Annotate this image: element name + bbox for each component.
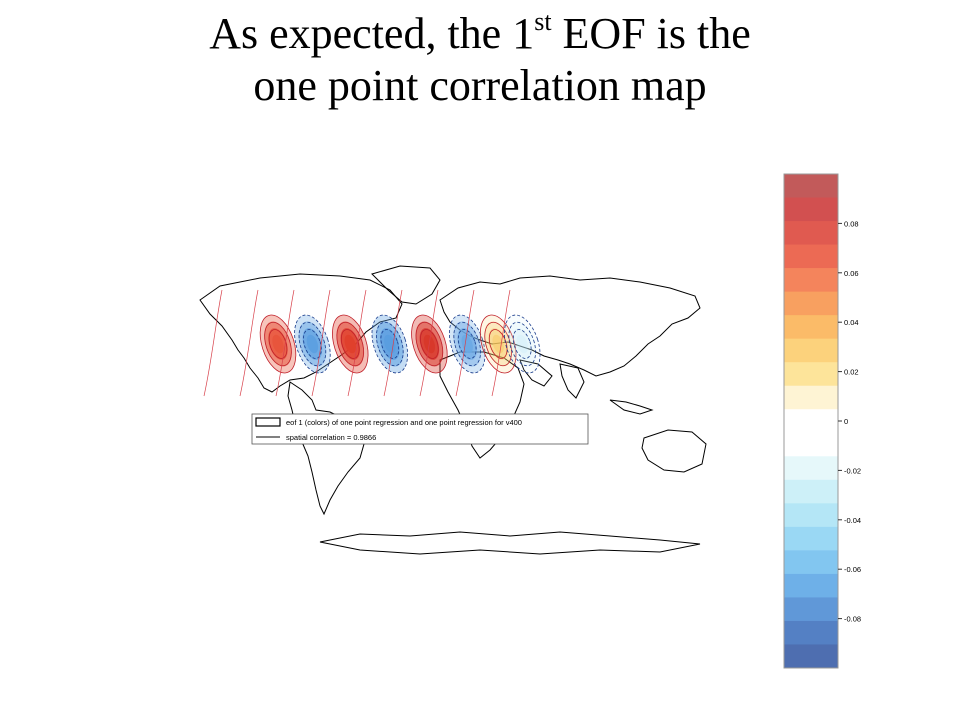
anomaly-shading <box>344 334 356 354</box>
colorbar-ticks: 0.08 0.06 0.04 0.02 0 -0.02 -0.04 -0.06 -0.08 <box>838 219 861 624</box>
colorbar-band <box>784 291 838 316</box>
australia-outline <box>641 429 707 473</box>
negative-anomaly-center <box>504 314 541 374</box>
colorbar-band <box>784 432 838 457</box>
south-america-outline <box>287 381 365 516</box>
colorbar-tick-label: 0.02 <box>844 368 859 377</box>
regression-contour <box>504 314 541 374</box>
legend-box <box>251 413 589 445</box>
negative-anomaly-center <box>448 314 486 374</box>
regression-contour <box>303 329 322 359</box>
colorbar-bands <box>784 174 838 669</box>
title-text-part1: As expected, the 1 <box>209 9 535 58</box>
colorbar: 0.08 0.06 0.04 0.02 0 -0.02 -0.04 -0.06 -0.08 <box>783 173 861 669</box>
colorbar-band <box>784 620 838 645</box>
regression-contour <box>294 314 331 374</box>
colorbar-band <box>784 197 838 222</box>
india-outline <box>559 363 585 399</box>
regression-contour <box>336 321 365 367</box>
colorbar-band <box>784 174 838 199</box>
regression-contour <box>508 321 537 367</box>
negative-anomaly-center <box>371 314 409 374</box>
outer-contour-line <box>455 289 475 397</box>
colorbar-band <box>784 479 838 504</box>
regression-contour <box>259 314 297 374</box>
colorbar-band <box>784 362 838 387</box>
regression-contour <box>298 321 327 367</box>
regression-contour <box>484 321 512 367</box>
anomaly-shading <box>306 334 319 354</box>
colorbar-tick-label: -0.04 <box>844 516 861 525</box>
colorbar-tick-label: 0.06 <box>844 269 859 278</box>
colorbar-tick-label: -0.06 <box>844 565 861 574</box>
colorbar-band <box>784 503 838 528</box>
colorbar-tick-label: -0.08 <box>844 615 861 624</box>
title-text-part2: EOF is the <box>551 9 751 58</box>
regression-contour <box>488 329 508 359</box>
colorbar-band <box>784 244 838 269</box>
map-legend: eof 1 (colors) of one point regression a… <box>251 413 589 445</box>
outer-contour-line <box>347 289 367 397</box>
colorbar-tick-label: 0.08 <box>844 219 859 228</box>
anomaly-shading <box>516 334 528 354</box>
outer-contour-line <box>239 289 259 397</box>
regression-contour <box>457 329 477 359</box>
outer-contour-line <box>491 289 511 397</box>
indonesia-outline <box>609 399 654 415</box>
slide-title: As expected, the 1st EOF is the one poin… <box>0 8 960 112</box>
colorbar-band <box>784 409 838 434</box>
regression-contour <box>411 314 448 374</box>
colorbar-band <box>784 526 838 551</box>
legend-swatch-colors <box>255 417 281 427</box>
colorbar-band <box>784 221 838 246</box>
outer-contour-line <box>383 289 403 397</box>
outer-contour-line <box>275 289 295 397</box>
outer-contour-line <box>311 289 331 397</box>
positive-anomaly-center <box>259 314 297 374</box>
regression-contour <box>512 329 532 359</box>
regression-contour <box>453 321 481 367</box>
continent-outlines <box>199 265 707 555</box>
colorbar-band <box>784 644 838 669</box>
regression-contour <box>376 321 404 367</box>
north-america-outline <box>199 273 403 393</box>
arabia-outline <box>519 359 553 387</box>
anomaly-shading <box>508 321 537 367</box>
regression-contour <box>448 314 486 374</box>
greenland-outline <box>371 265 441 305</box>
colorbar-tick-label: 0 <box>844 417 848 426</box>
colorbar-band <box>784 315 838 340</box>
regression-contour <box>415 321 444 367</box>
regression-contour <box>479 314 517 374</box>
negative-anomaly-center <box>294 314 331 374</box>
colorbar-tick-label: 0.04 <box>844 318 859 327</box>
colorbar-band <box>784 597 838 622</box>
regression-contour <box>264 321 292 367</box>
colorbar-tick-label: -0.02 <box>844 466 861 475</box>
colorbar-band <box>784 550 838 575</box>
legend-entry-eof: eof 1 (colors) of one point regression a… <box>286 418 522 427</box>
anomaly-shading <box>492 334 504 354</box>
anomaly-shading <box>272 334 284 354</box>
colorbar-band <box>784 385 838 410</box>
regression-contour <box>420 329 439 359</box>
title-superscript: st <box>534 7 552 36</box>
eof-wave-train <box>203 289 541 397</box>
antarctica-outline <box>319 531 701 555</box>
colorbar-band <box>784 268 838 293</box>
colorbar-band <box>784 456 838 481</box>
world-map-figure: eof 1 (colors) of one point regression a… <box>199 265 707 555</box>
title-line-2: one point correlation map <box>253 61 707 110</box>
outer-contour-line <box>419 289 439 397</box>
anomaly-shading <box>504 315 541 373</box>
legend-entry-correlation: spatial correlation = 0.9866 <box>286 433 376 442</box>
regression-contour <box>371 314 409 374</box>
eurasia-outline <box>439 275 701 377</box>
positive-anomaly-center <box>479 314 517 374</box>
regression-contour <box>332 314 369 374</box>
colorbar-band <box>784 573 838 598</box>
colorbar-band <box>784 338 838 363</box>
outer-contour-line <box>203 289 223 397</box>
positive-anomaly-center <box>332 314 369 374</box>
